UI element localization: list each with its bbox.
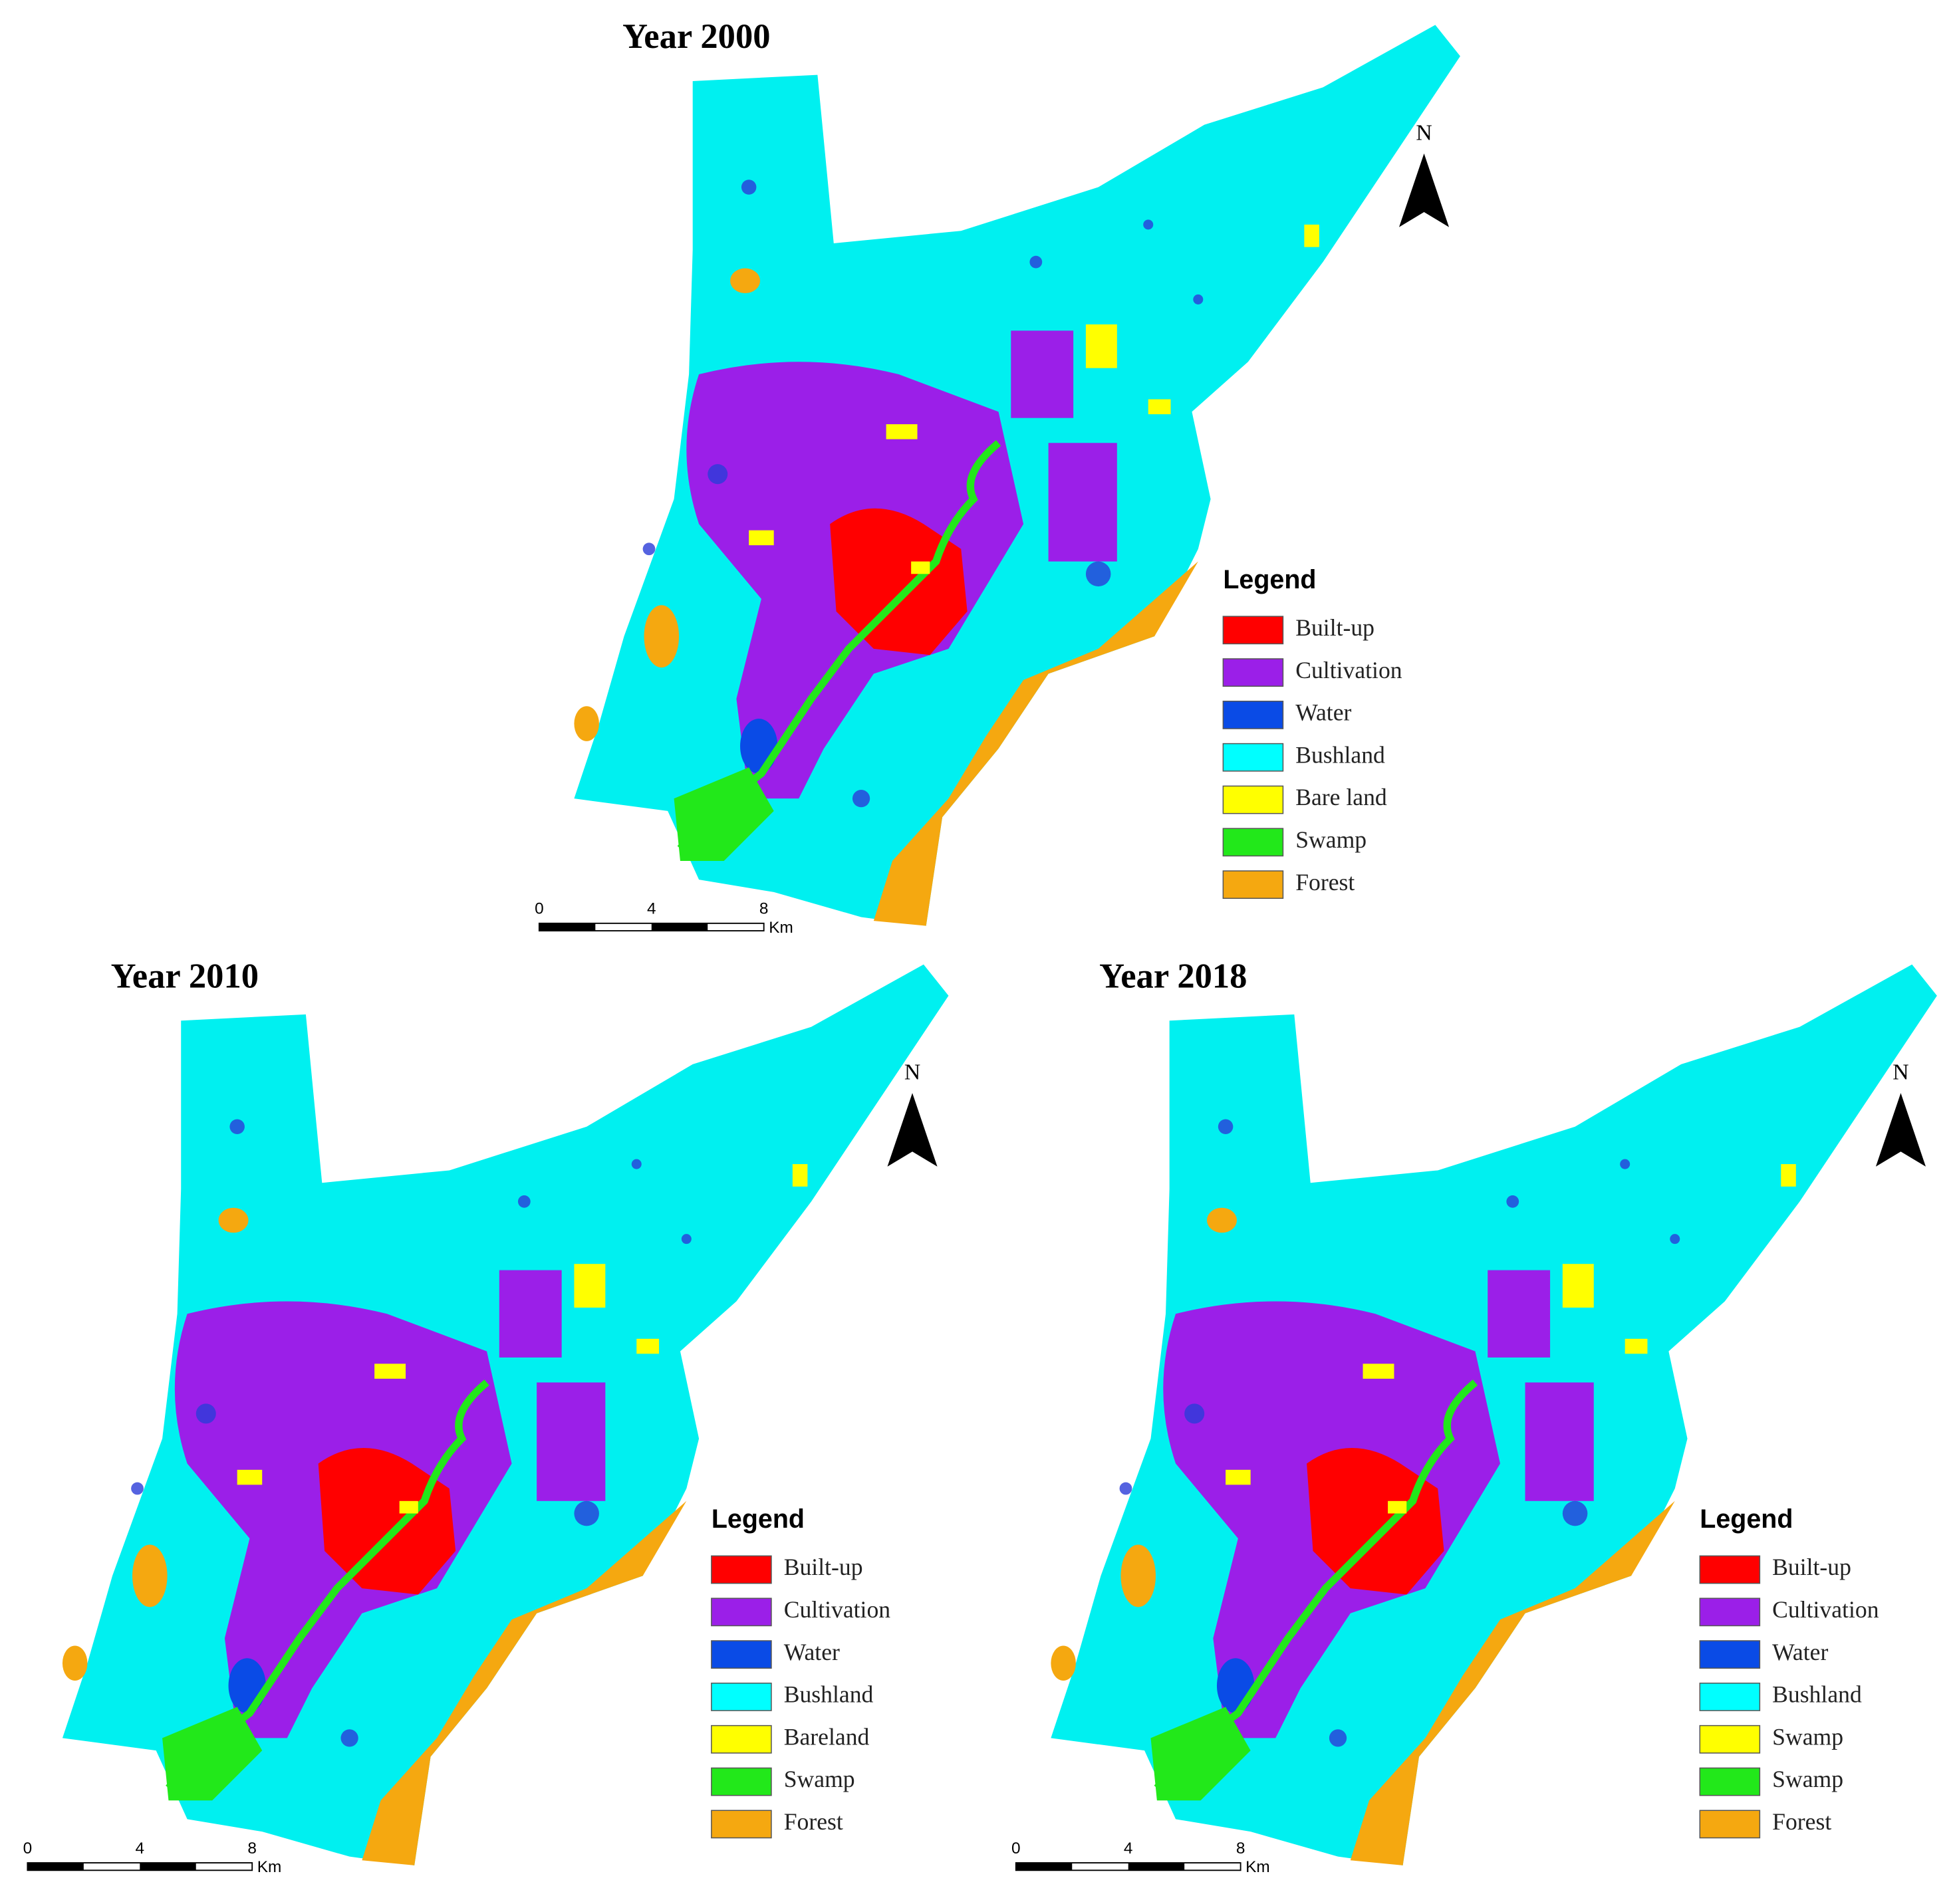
legend-swatch [711, 1598, 772, 1627]
scale-unit: Km [257, 1858, 282, 1876]
legend-label: Forest [1772, 1808, 1831, 1835]
scale-unit: Km [1245, 1858, 1270, 1876]
legend-label: Swamp [784, 1766, 855, 1792]
legend-swatch [711, 1555, 772, 1584]
legend-label: Bushland [1295, 741, 1385, 768]
legend-label: Water [1295, 699, 1351, 726]
scale-label: 4 [136, 1840, 145, 1857]
north-arrow [887, 1093, 938, 1167]
legend-label: Forest [1295, 869, 1355, 895]
scale-bar-segment [1015, 1863, 1073, 1871]
legend-title: Legend [712, 1504, 805, 1534]
legend-swatch [1222, 743, 1284, 772]
scale-bar-segment [1128, 1863, 1185, 1871]
legend-swatch [1222, 785, 1284, 814]
north-label: N [1416, 120, 1432, 145]
legend-label: Forest [784, 1808, 843, 1835]
legend-label: Swamp [1295, 826, 1367, 853]
legend-swatch [1699, 1598, 1761, 1627]
scale-label: 4 [1124, 1840, 1133, 1857]
north-label: N [904, 1060, 920, 1085]
map-panel: Year 2000 N Legend Built-up Cultivation Water… [535, 17, 1460, 937]
legend-label: Cultivation [784, 1596, 891, 1623]
north-label: N [1892, 1060, 1908, 1085]
legend-swatch [1222, 701, 1284, 729]
scale-bar-segment [651, 923, 708, 931]
legend-label: Swamp [1772, 1723, 1843, 1750]
legend-swatch [1699, 1683, 1761, 1711]
legend-swatch [1699, 1640, 1761, 1669]
scale-label: 4 [647, 900, 656, 918]
legend-swatch [711, 1767, 772, 1796]
scale-label: 8 [247, 1840, 257, 1857]
legend-swatch [1699, 1767, 1761, 1796]
legend-title: Legend [1700, 1504, 1793, 1534]
legend-title: Legend [1223, 565, 1316, 594]
scale-label: 8 [759, 900, 769, 918]
scale-label: 8 [1236, 1840, 1245, 1857]
legend-label: Water [1772, 1639, 1828, 1665]
legend-swatch [1222, 658, 1284, 687]
scale-label: 0 [1011, 1840, 1021, 1857]
scale-label: 0 [535, 900, 544, 918]
map-title: Year 2000 [622, 17, 770, 56]
legend-swatch [711, 1640, 772, 1669]
legend-label: Bare land [1295, 784, 1387, 810]
legend-swatch [1222, 616, 1284, 645]
map-title: Year 2010 [111, 957, 259, 995]
legend-swatch [1699, 1810, 1761, 1839]
legend-label: Built-up [1295, 614, 1374, 641]
legend-label: Built-up [784, 1554, 863, 1580]
legend-swatch [1222, 828, 1284, 857]
map-panel: Year 2010 N Legend Built-up Cultivation Water… [23, 957, 949, 1876]
north-arrow [1398, 153, 1450, 227]
legend-swatch [1222, 870, 1284, 899]
legend-swatch [1699, 1555, 1761, 1584]
legend-label: Built-up [1772, 1554, 1851, 1580]
scale-bar-segment [27, 1863, 84, 1871]
legend-swatch [711, 1683, 772, 1711]
north-arrow [1875, 1093, 1926, 1167]
legend-label: Swamp [1772, 1766, 1843, 1792]
legend-label: Bareland [784, 1723, 870, 1750]
scale-unit: Km [769, 919, 793, 937]
map-title: Year 2018 [1099, 957, 1247, 995]
scale-bar-segment [140, 1863, 196, 1871]
legend-label: Cultivation [1772, 1596, 1879, 1623]
legend-label: Water [784, 1639, 840, 1665]
map-panel: Year 2018 N Legend Built-up Cultivation Water… [1011, 957, 1937, 1876]
legend-label: Bushland [1772, 1681, 1862, 1708]
scale-label: 0 [23, 1840, 33, 1857]
legend-label: Cultivation [1295, 657, 1402, 683]
scale-bar-segment [539, 923, 596, 931]
legend-swatch [1699, 1725, 1761, 1754]
legend-swatch [711, 1810, 772, 1839]
legend-label: Bushland [784, 1681, 874, 1708]
legend-swatch [711, 1725, 772, 1754]
